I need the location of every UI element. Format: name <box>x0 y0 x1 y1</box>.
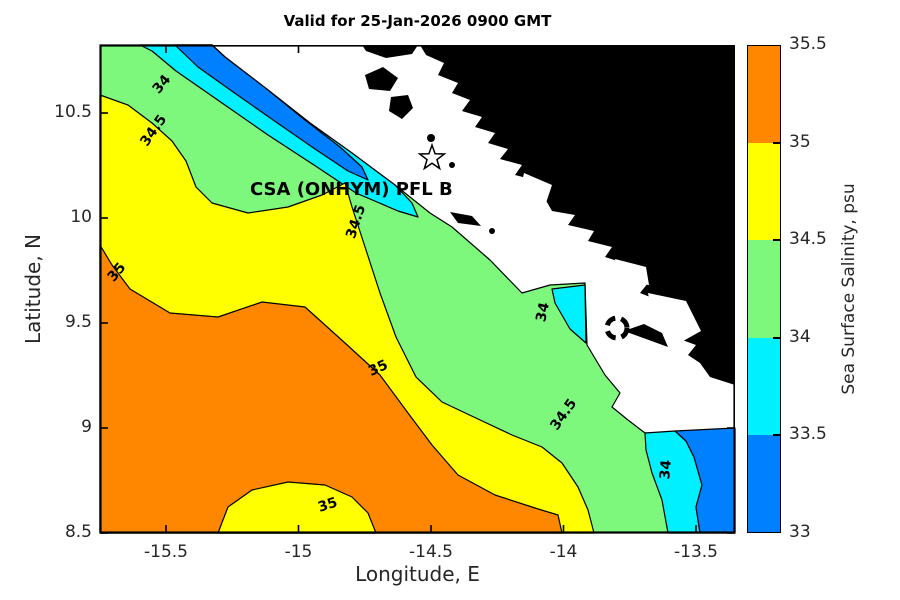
coastal-inlet <box>648 293 701 345</box>
colorbar-tick-label: 35 <box>789 131 811 152</box>
colorbar-band <box>748 46 780 144</box>
island <box>365 67 398 91</box>
colorbar-band <box>748 143 780 241</box>
contour-label: 34 <box>533 301 553 324</box>
colorbar-band <box>748 240 780 338</box>
colorbar-tick-label: 33.5 <box>789 424 827 445</box>
island <box>362 45 418 58</box>
island <box>389 95 413 119</box>
island <box>450 212 481 226</box>
coastal-inlet <box>520 173 552 203</box>
band-34p5-35-yellow-south-blob <box>217 481 377 534</box>
islet-dot <box>427 134 435 142</box>
y-tick-label: 10 <box>70 207 92 227</box>
colorbar-tick-label: 34.5 <box>789 229 827 250</box>
islet-dot <box>449 162 455 168</box>
colorbar-label: Sea Surface Salinity, psu <box>839 183 859 395</box>
colorbar-tick-mark <box>773 336 780 339</box>
x-tick-label: -15.5 <box>144 542 188 562</box>
station-label: CSA (ONHYM) PFL B <box>250 179 453 200</box>
station-star-marker <box>417 142 447 171</box>
peninsula <box>624 324 668 347</box>
colorbar-band <box>748 337 780 435</box>
colorbar-tick-mark <box>773 239 780 242</box>
coastal-inlet <box>615 259 649 285</box>
contour-label: 34 <box>657 459 675 480</box>
colorbar-tick-label: 35.5 <box>789 34 827 54</box>
contour-label: 35 <box>366 357 390 380</box>
ring-island <box>604 315 630 341</box>
colorbar-tick-label: 34 <box>789 326 811 347</box>
x-tick-label: -15 <box>284 542 313 562</box>
plot-title: Valid for 25-Jan-2026 0900 GMT <box>283 12 552 30</box>
y-tick-label: 9.5 <box>64 312 92 332</box>
axes-box <box>100 45 736 533</box>
x-tick-label: -13.5 <box>674 542 718 562</box>
land-mass <box>420 45 735 385</box>
colorbar-band <box>748 434 780 532</box>
band-33-33p5-blue-north <box>174 44 369 181</box>
band-33p5-34-cyan-mid <box>551 284 587 344</box>
x-axis-label: Longitude, E <box>355 562 480 586</box>
islet-dot <box>489 228 495 234</box>
band-35-35p5-orange <box>99 244 563 534</box>
colorbar-tick-mark <box>773 141 780 144</box>
y-tick-label: 8.5 <box>64 522 92 542</box>
contour-map-svg: CSA (ONHYM) PFL B3434.534.535353534.5343… <box>99 44 736 534</box>
colorbar <box>747 45 781 533</box>
y-tick-label: 10.5 <box>54 102 92 122</box>
y-tick-label: 9 <box>81 417 92 437</box>
colorbar-tick-mark <box>773 434 780 437</box>
x-tick-label: -14.5 <box>409 542 453 562</box>
map-plot: CSA (ONHYM) PFL B 34 34.5 34.5 35 35 35 34.5 34 3… <box>99 44 736 534</box>
colorbar-tick-label: 33 <box>789 522 811 542</box>
contour-label: 35 <box>316 495 339 516</box>
x-tick-label: -14 <box>549 542 578 562</box>
